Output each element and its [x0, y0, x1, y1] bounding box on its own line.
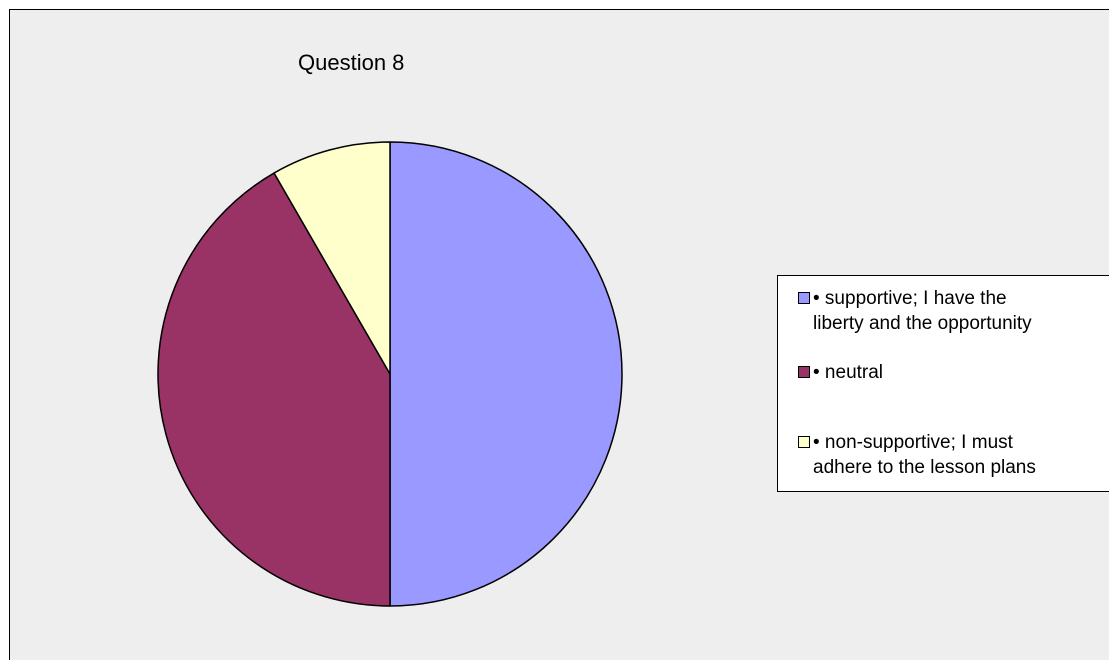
legend-item-supportive: • supportive; I have the liberty and the…	[798, 286, 1032, 336]
pie-slice-supportive	[389, 141, 623, 607]
legend-swatch-non-supportive	[798, 436, 810, 448]
legend-item-non-supportive: • non-supportive; I must adhere to the l…	[798, 430, 1036, 480]
legend-item-neutral: • neutral	[798, 360, 883, 385]
legend-label-non-supportive: • non-supportive; I must adhere to the l…	[813, 432, 1036, 478]
pie-chart	[157, 141, 623, 607]
legend-swatch-supportive	[798, 292, 810, 304]
pie-slice-neutral	[157, 172, 391, 607]
legend-label-neutral: • neutral	[813, 362, 884, 383]
chart-area: Question 8 • supportive; I have the libe…	[9, 9, 1109, 660]
legend-label-supportive: • supportive; I have the liberty and the…	[813, 288, 1032, 334]
legend: • supportive; I have the liberty and the…	[777, 275, 1109, 492]
pie-slice-non-supportive	[273, 141, 391, 375]
legend-swatch-neutral	[798, 366, 810, 378]
chart-title: Question 8	[298, 50, 405, 75]
